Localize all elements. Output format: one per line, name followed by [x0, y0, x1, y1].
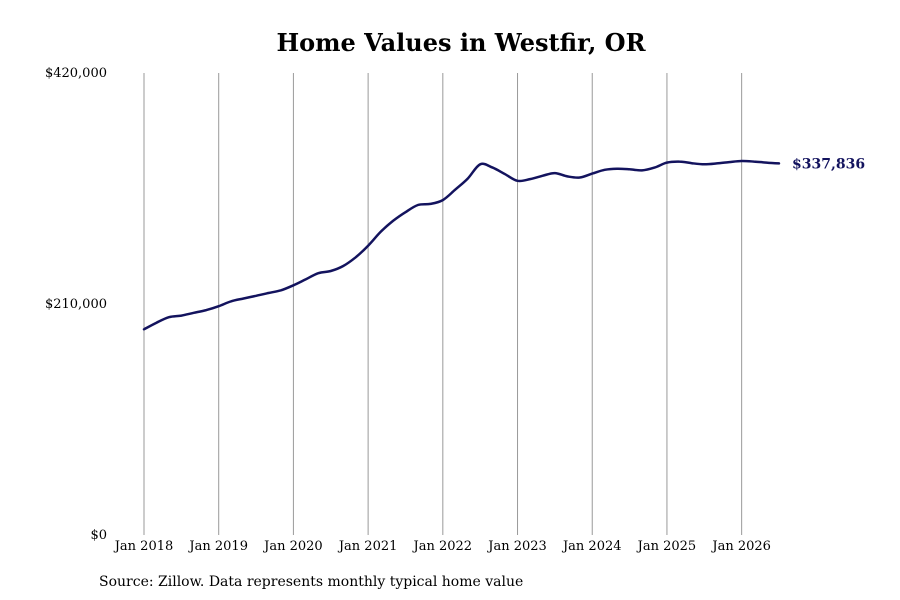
y-tick-label: $210,000: [45, 297, 107, 312]
y-tick-label: $0: [90, 528, 107, 543]
x-tick-label: Jan 2021: [337, 539, 398, 554]
x-tick-label: Jan 2019: [187, 539, 248, 554]
y-tick-label: $420,000: [45, 66, 107, 81]
vertical-gridlines: [143, 73, 743, 535]
chart-title: Home Values in Westfir, OR: [276, 28, 646, 57]
x-tick-label: Jan 2025: [636, 539, 697, 554]
source-note: Source: Zillow. Data represents monthly …: [99, 574, 524, 590]
series-line-0: [142, 159, 781, 331]
x-tick-label: Jan 2026: [710, 539, 771, 554]
series-layer: $337,836: [142, 156, 865, 331]
x-tick-label: Jan 2024: [561, 539, 622, 554]
end-value-label: $337,836: [792, 156, 865, 172]
y-axis-ticks: $0 $210,000 $420,000: [45, 66, 107, 543]
x-tick-label: Jan 2022: [412, 539, 473, 554]
x-tick-label: Jan 2023: [486, 539, 547, 554]
x-axis-ticks: Jan 2018 Jan 2019 Jan 2020 Jan 2021 Jan 2022…: [113, 539, 771, 554]
x-tick-label: Jan 2020: [262, 539, 323, 554]
x-tick-label: Jan 2018: [113, 539, 174, 554]
